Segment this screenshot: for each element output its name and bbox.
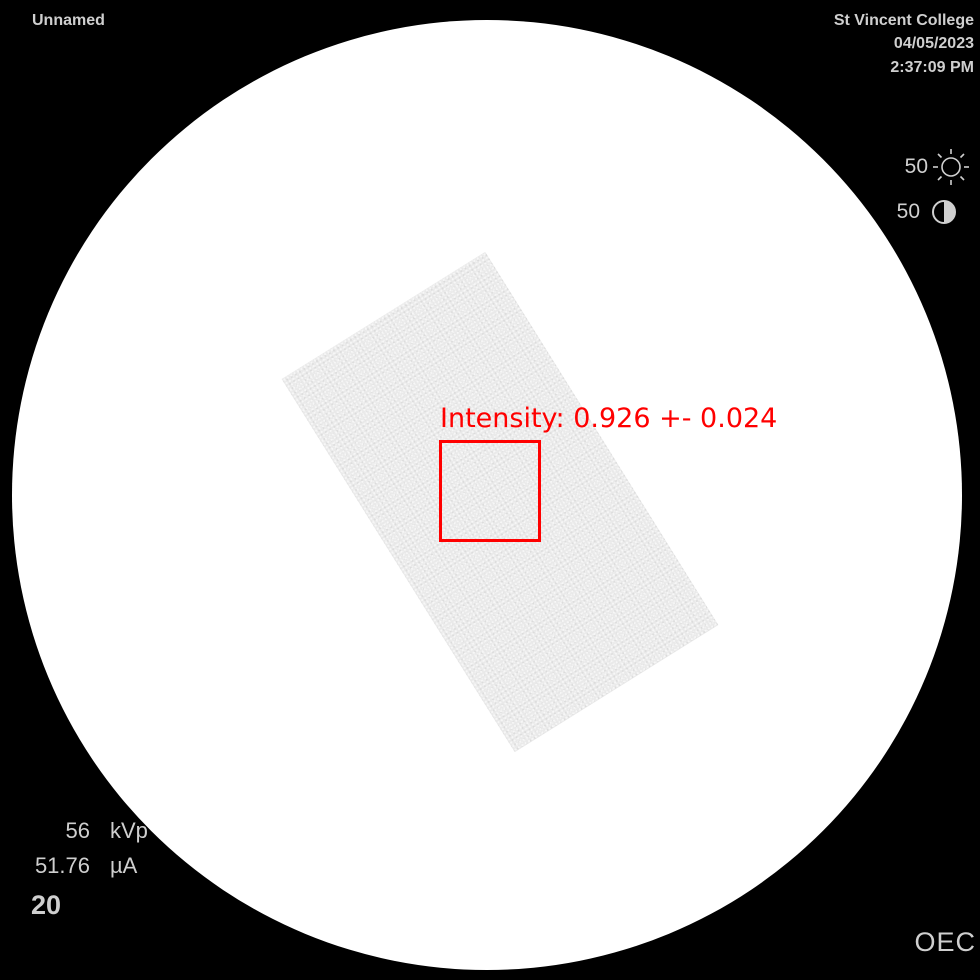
study-time: 2:37:09 PM [890, 59, 974, 76]
contrast-icon [932, 200, 956, 224]
kvp-value: 56 [65, 818, 90, 843]
contrast-value: 50 [896, 200, 920, 223]
current-readout: 51.76 µA [30, 853, 137, 879]
kvp-unit: kVp [110, 818, 148, 843]
brand-logo: OEC [914, 927, 976, 957]
current-value: 51.76 [34, 853, 90, 878]
brightness-value: 50 [904, 155, 928, 178]
study-date: 04/05/2023 [893, 35, 974, 52]
kvp-readout: 56 kVp [30, 818, 148, 844]
institution-name: St Vincent College [833, 12, 974, 29]
patient-name: Unnamed [32, 12, 105, 29]
current-unit: µA [110, 853, 138, 878]
roi-intensity-label: Intensity: 0.926 +- 0.024 [440, 403, 778, 434]
frame-number: 20 [31, 890, 62, 920]
brightness-control[interactable]: 50 [905, 148, 970, 186]
roi-box[interactable] [439, 440, 541, 542]
contrast-control[interactable]: 50 [897, 197, 970, 227]
sun-icon [933, 149, 969, 185]
